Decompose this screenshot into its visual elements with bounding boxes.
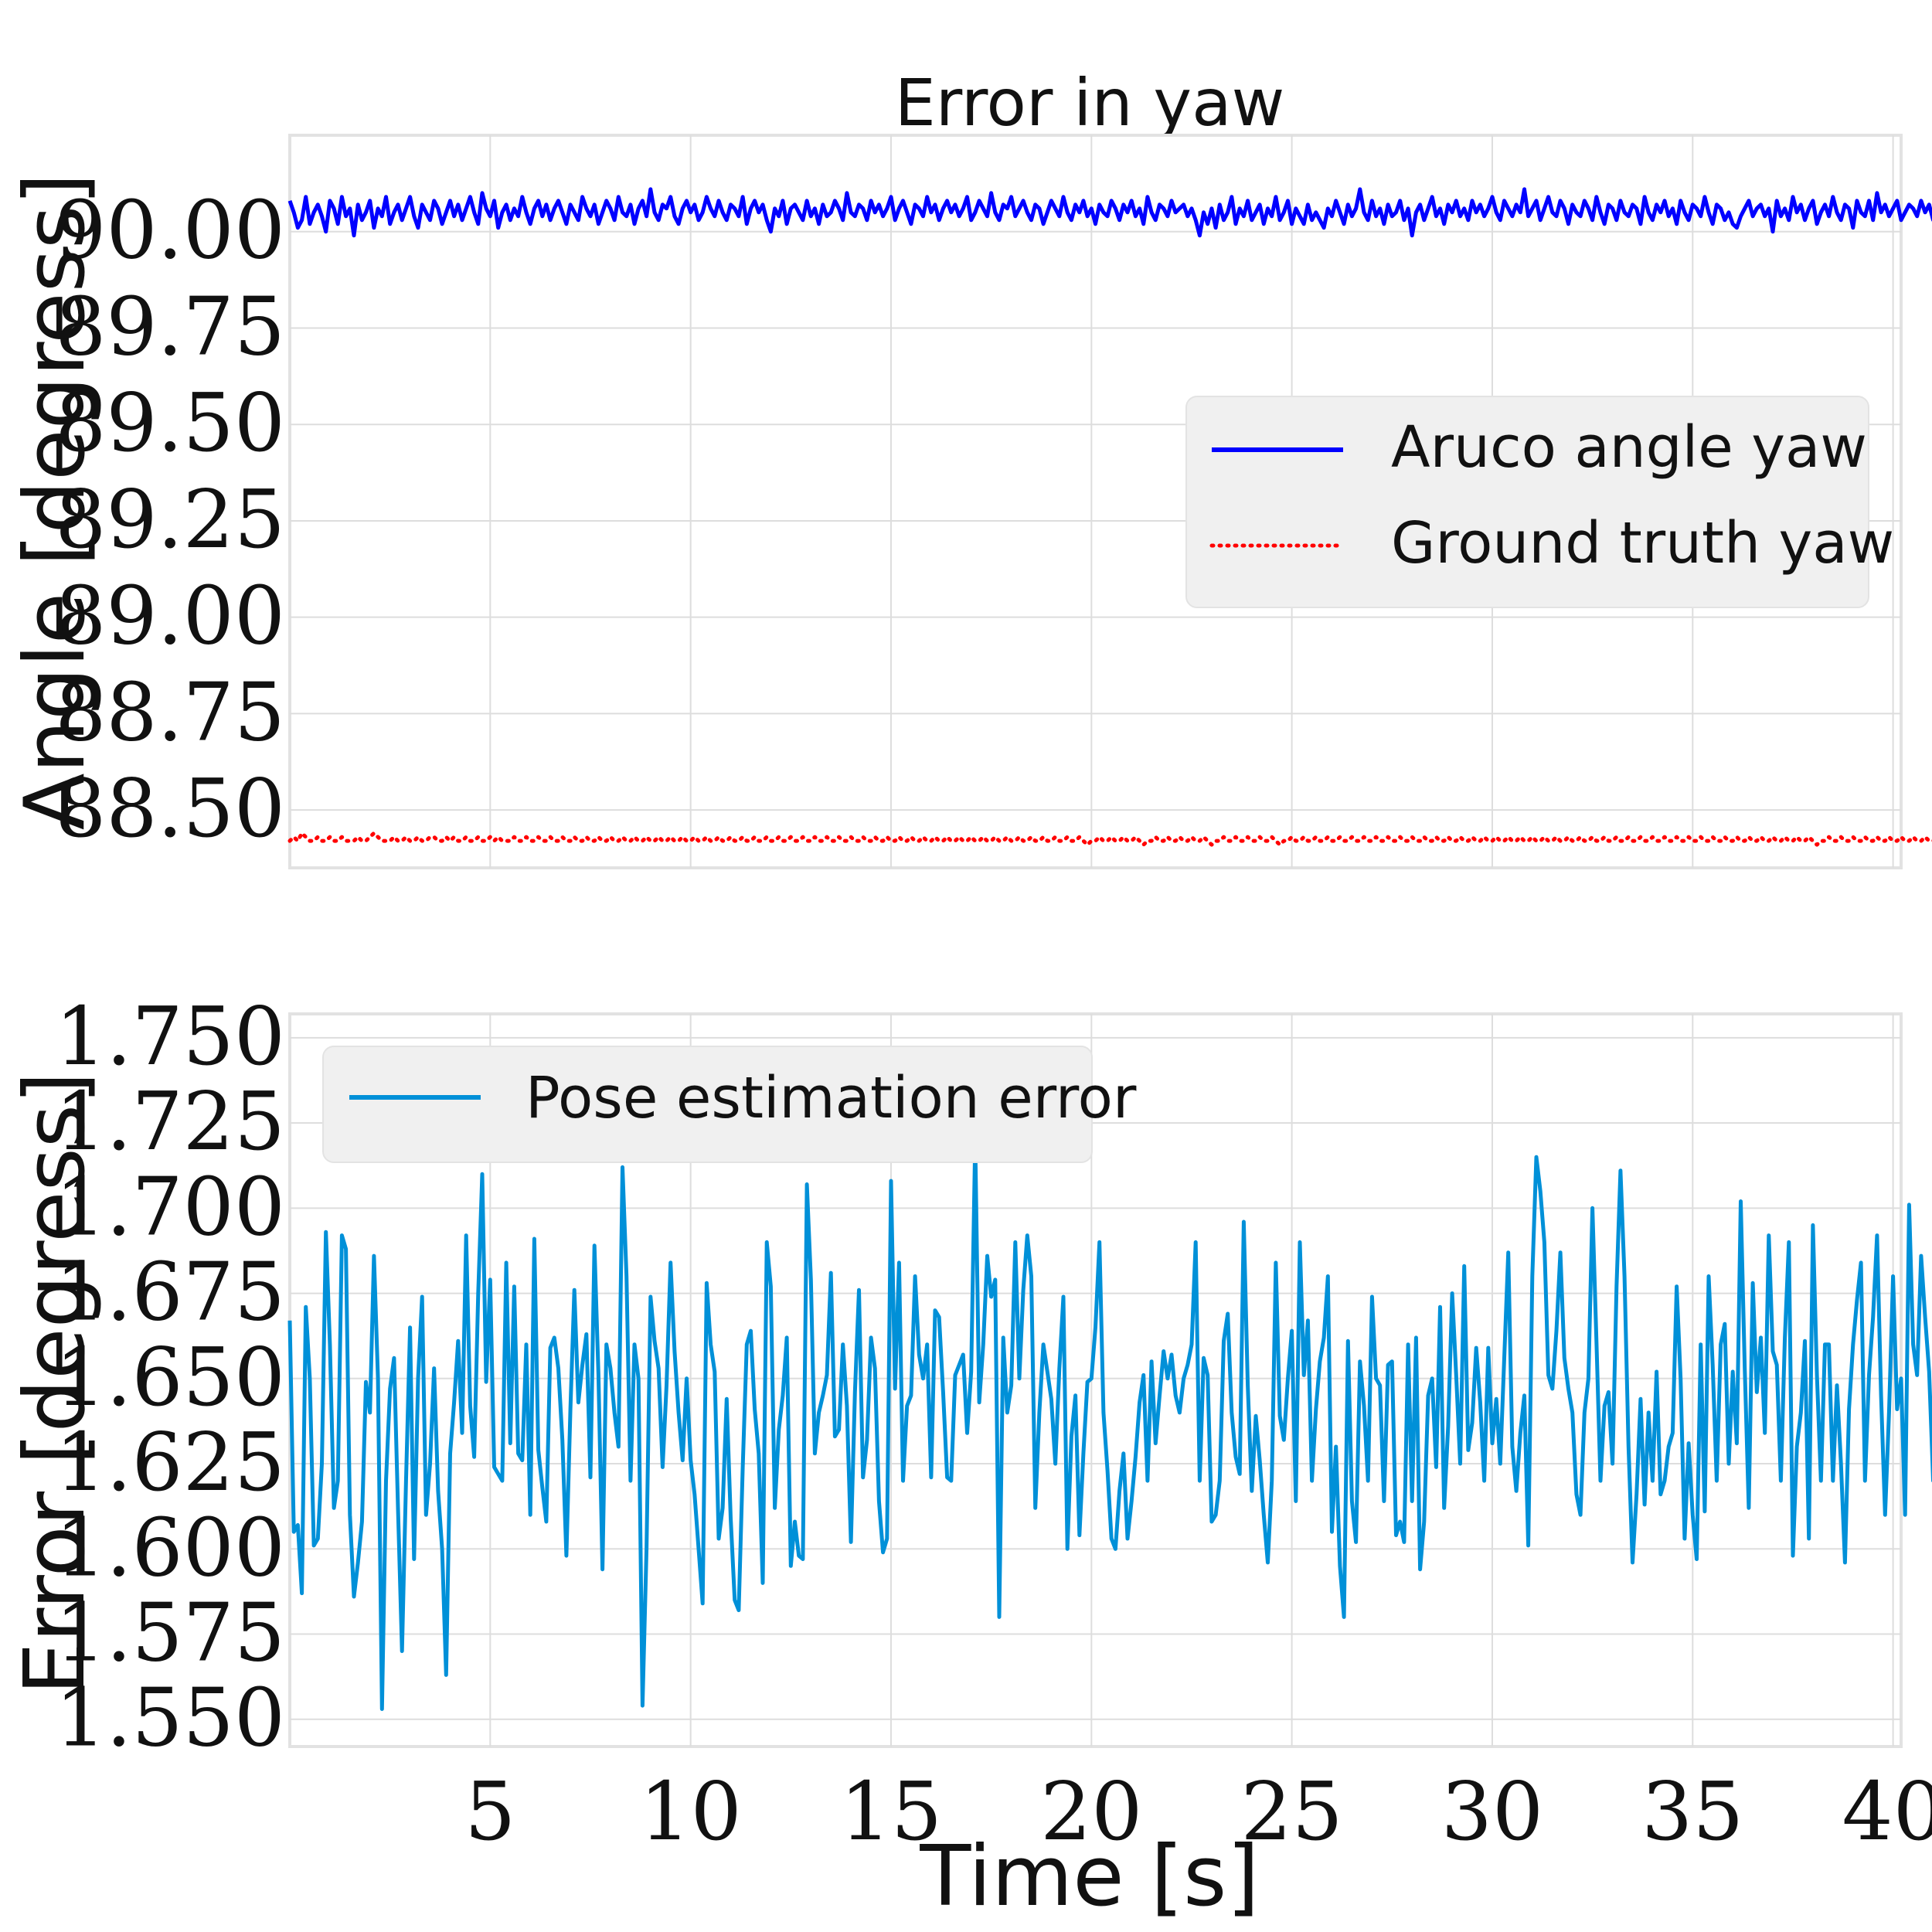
top-chart: Error in yaw 90.0089.7589.5089.2589.0088…: [7, 65, 1932, 869]
bottom-x-tick-label: 20: [1040, 1764, 1142, 1859]
bottom-x-tick-labels: 5 10 15 20 25 30 35 40: [464, 1764, 1932, 1859]
bottom-y-axis-label: Error [degress]: [7, 1072, 104, 1695]
bottom-chart: 1.7501.7251.7001.6751.6501.6251.6001.575…: [7, 989, 1932, 1925]
bottom-y-tick-label: 1.575: [55, 1585, 285, 1679]
bottom-x-tick-label: 10: [639, 1764, 741, 1859]
top-series-line-1: [287, 831, 1932, 847]
top-series: [287, 187, 1932, 847]
top-chart-title: Error in yaw: [895, 65, 1285, 141]
top-y-axis-label: Angle [degress]: [7, 173, 104, 831]
bottom-series: [287, 1138, 1932, 1711]
bottom-legend: Pose estimation error: [322, 1046, 1137, 1163]
top-y-tick-label: 90.00: [55, 183, 285, 277]
bottom-y-tick-labels: 1.7501.7251.7001.6751.6501.6251.6001.575…: [55, 989, 285, 1765]
top-y-tick-label: 89.75: [55, 279, 285, 373]
bottom-x-tick-label: 30: [1441, 1764, 1543, 1859]
top-legend-box: [1185, 396, 1869, 608]
bottom-legend-label: Pose estimation error: [526, 1065, 1137, 1131]
bottom-y-tick-label: 1.725: [55, 1074, 285, 1168]
top-legend: Aruco angle yaw Ground truth yaw: [1185, 396, 1894, 608]
bottom-x-tick-label: 40: [1842, 1764, 1932, 1859]
bottom-x-tick-label: 25: [1240, 1764, 1342, 1859]
bottom-y-tick-label: 1.750: [55, 989, 285, 1083]
bottom-y-tick-label: 1.600: [55, 1500, 285, 1594]
top-legend-label-aruco: Aruco angle yaw: [1391, 414, 1867, 481]
bottom-y-tick-label: 1.675: [55, 1245, 285, 1339]
bottom-legend-box: [322, 1046, 1093, 1163]
top-y-tick-label: 89.00: [55, 569, 285, 663]
bottom-y-tick-label: 1.625: [55, 1415, 285, 1509]
top-y-tick-label: 89.50: [55, 376, 285, 470]
bottom-y-tick-label: 1.700: [55, 1159, 285, 1253]
bottom-x-tick-label: 15: [840, 1764, 942, 1859]
bottom-x-tick-label: 35: [1641, 1764, 1743, 1859]
bottom-y-tick-label: 1.550: [55, 1671, 285, 1765]
top-legend-label-ground-truth: Ground truth yaw: [1391, 510, 1894, 577]
bottom-x-tick-label: 5: [464, 1764, 515, 1859]
top-y-tick-label: 89.25: [55, 472, 285, 566]
top-y-tick-label: 88.50: [55, 761, 285, 855]
top-y-tick-label: 88.75: [55, 665, 285, 759]
top-series-line-0: [287, 187, 1932, 238]
bottom-x-axis-label: Time [s]: [919, 1828, 1259, 1925]
bottom-series-line-0: [287, 1138, 1932, 1711]
bottom-y-tick-label: 1.650: [55, 1330, 285, 1424]
